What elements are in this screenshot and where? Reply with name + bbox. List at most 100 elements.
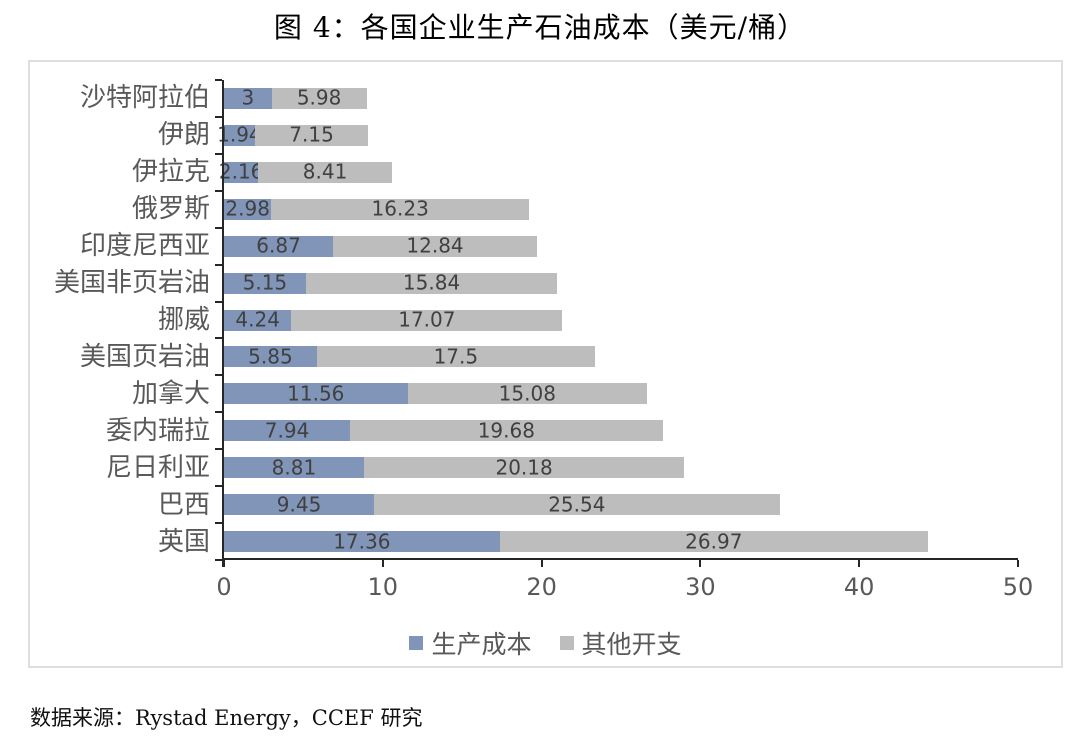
bar-value-label: 2.16 <box>218 159 264 184</box>
y-axis-tick <box>215 411 222 414</box>
bar-row: 3 5.98 <box>224 85 367 110</box>
category-label: 英国 <box>157 526 210 557</box>
bar-row: 4.24 17.07 <box>224 307 563 332</box>
x-tick-label: 10 <box>367 573 399 601</box>
chart-title: 图 4：各国企业生产石油成本（美元/桶） <box>273 11 807 44</box>
bar-value-label: 1.94 <box>217 122 262 147</box>
category-label: 俄罗斯 <box>131 194 210 225</box>
bar-segment-其他开支: 20.18 <box>363 455 685 480</box>
bar-segment-其他开支: 19.68 <box>350 418 663 442</box>
bar-segment-生产成本: 9.45 <box>224 492 375 517</box>
bar-value-label: 15.08 <box>498 381 556 406</box>
x-tick-label: 20 <box>526 573 557 601</box>
bar-value-label: 11.56 <box>287 381 345 406</box>
legend-label: 生产成本 <box>431 630 532 659</box>
bar-segment-生产成本: 2.98 <box>224 196 272 221</box>
legend-item-其他开支: 其他开支 <box>559 625 682 661</box>
legend-swatch-icon <box>409 636 424 650</box>
bar-row: 11.56 15.08 <box>224 381 648 406</box>
bar-segment-其他开支: 15.08 <box>407 381 648 406</box>
bar-segment-其他开支: 12.84 <box>333 234 537 258</box>
plot-area: 沙特阿拉伯 3 5.98 伊朗 1.94 7.15 伊拉克 2.16 8.41 俄罗斯 2.98 16… <box>30 62 1061 666</box>
bar-segment-其他开支: 15.84 <box>305 270 558 295</box>
bar-value-label: 17.07 <box>398 307 456 332</box>
bar-value-label: 5.98 <box>296 85 342 110</box>
bar-value-label: 7.94 <box>264 418 310 443</box>
y-axis-tick <box>215 522 222 525</box>
chart-legend: 生产成本 其他开支 <box>30 625 1061 661</box>
bar-value-label: 4.24 <box>235 307 280 332</box>
bar-row: 2.16 8.41 <box>219 160 392 184</box>
x-axis-tick <box>540 560 543 567</box>
category-label: 挪威 <box>157 305 210 335</box>
bar-value-label: 15.84 <box>402 270 461 295</box>
legend-item-生产成本: 生产成本 <box>409 625 532 661</box>
y-axis-tick <box>215 448 222 451</box>
bar-value-label: 5.15 <box>242 270 288 295</box>
category-label: 沙特阿拉伯 <box>79 83 210 114</box>
bar-row: 17.36 26.97 <box>224 529 928 554</box>
x-tick-label: 30 <box>685 573 716 601</box>
bar-row: 1.94 7.15 <box>217 122 369 147</box>
bar-value-label: 17.5 <box>433 344 479 369</box>
category-label: 加拿大 <box>131 378 210 409</box>
x-axis-tick <box>858 560 861 567</box>
bar-value-label: 8.81 <box>271 455 317 480</box>
bar-row: 8.81 20.18 <box>224 455 685 480</box>
y-axis-tick <box>215 300 222 303</box>
bar-value-label: 9.45 <box>276 492 322 517</box>
bar-segment-其他开支: 5.98 <box>271 85 367 110</box>
bar-segment-生产成本: 11.56 <box>224 381 408 406</box>
bar-row: 5.85 17.5 <box>224 344 595 369</box>
bar-segment-生产成本: 8.81 <box>224 455 364 480</box>
bar-value-label: 3 <box>241 85 255 110</box>
category-label: 委内瑞拉 <box>105 415 210 446</box>
x-axis-tick <box>381 560 384 567</box>
bar-segment-生产成本: 3 <box>224 85 272 110</box>
bar-segment-其他开支: 7.15 <box>254 122 369 147</box>
x-tick-label: 50 <box>1002 573 1034 601</box>
x-axis-tick <box>223 560 225 567</box>
y-axis-tick <box>215 374 222 377</box>
bar-value-label: 25.54 <box>548 492 606 517</box>
bar-segment-生产成本: 5.85 <box>224 344 317 368</box>
chart-frame: 沙特阿拉伯 3 5.98 伊朗 1.94 7.15 伊拉克 2.16 8.41 俄罗斯 2.98 16… <box>28 60 1063 668</box>
bar-value-label: 7.15 <box>289 122 334 147</box>
bar-value-label: 17.36 <box>333 529 391 554</box>
category-label: 巴西 <box>157 489 210 520</box>
bar-value-label: 16.23 <box>371 196 429 221</box>
bar-segment-其他开支: 25.54 <box>374 492 780 517</box>
bar-segment-生产成本: 2.16 <box>219 160 264 184</box>
bar-value-label: 2.98 <box>225 196 270 221</box>
y-axis-tick <box>215 559 222 561</box>
category-label: 美国非页岩油 <box>53 268 210 299</box>
category-label: 印度尼西亚 <box>79 231 210 262</box>
bar-value-label: 26.97 <box>685 529 743 554</box>
x-axis-tick <box>1017 560 1019 567</box>
bar-segment-其他开支: 17.07 <box>291 307 563 332</box>
x-tick-label: 40 <box>843 573 875 601</box>
x-tick-label: 0 <box>216 573 232 601</box>
bar-value-label: 6.87 <box>256 233 301 258</box>
y-axis-tick <box>215 226 222 229</box>
y-axis-tick <box>215 189 222 192</box>
y-axis-tick <box>215 115 222 118</box>
bar-row: 9.45 25.54 <box>224 492 780 517</box>
source-note: 数据来源：Rystad Energy，CCEF 研究 <box>30 706 423 730</box>
legend-swatch-icon <box>559 636 574 650</box>
y-axis-tick <box>215 337 222 340</box>
x-axis <box>222 558 1018 560</box>
legend-label: 其他开支 <box>581 630 682 659</box>
bar-segment-其他开支: 16.23 <box>271 196 530 221</box>
bar-row: 2.98 16.23 <box>224 196 530 221</box>
bar-segment-其他开支: 8.41 <box>258 160 392 184</box>
y-axis-tick <box>215 263 222 266</box>
category-label: 伊朗 <box>157 120 210 151</box>
y-axis-tick <box>215 152 222 155</box>
bar-value-label: 20.18 <box>495 455 553 480</box>
bar-row: 5.15 15.84 <box>224 270 558 295</box>
category-label: 美国页岩油 <box>79 341 210 372</box>
bar-segment-其他开支: 26.97 <box>499 529 928 554</box>
bar-row: 6.87 12.84 <box>224 233 537 258</box>
bar-segment-生产成本: 6.87 <box>224 233 334 258</box>
